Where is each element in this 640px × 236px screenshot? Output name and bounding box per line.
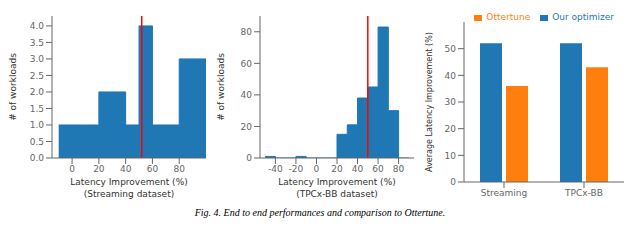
svg-text:0: 0 (246, 153, 252, 163)
svg-text:3.5: 3.5 (30, 38, 44, 48)
svg-text:60: 60 (147, 164, 159, 174)
svg-text:2.0: 2.0 (30, 87, 45, 97)
svg-text:60: 60 (241, 59, 253, 69)
svg-text:10: 10 (445, 151, 457, 161)
svg-text:0.5: 0.5 (30, 137, 44, 147)
svg-text:20: 20 (331, 164, 343, 174)
html-text:(Streaming dataset): (Streaming dataset) (83, 189, 175, 199)
svg-text:40: 40 (352, 164, 364, 174)
html-text:Our optimizer: Our optimizer (552, 12, 614, 22)
svg-text:60: 60 (372, 164, 384, 174)
svg-text:3.0: 3.0 (30, 54, 45, 64)
svg-text:0: 0 (314, 164, 320, 174)
svg-text:20: 20 (445, 124, 457, 134)
svg-text:-20: -20 (289, 164, 304, 174)
svg-text:# of workloads: # of workloads (8, 53, 18, 121)
svg-text:# of workloads: # of workloads (216, 53, 226, 121)
svg-text:Streaming: Streaming (481, 188, 527, 198)
html-text:Ottertune: Ottertune (486, 12, 531, 22)
svg-text:50: 50 (445, 44, 457, 54)
svg-text:20: 20 (93, 164, 105, 174)
svg-text:0.0: 0.0 (30, 153, 45, 163)
svg-text:80: 80 (241, 27, 253, 37)
html-text:Latency Improvement (%): Latency Improvement (%) (278, 177, 396, 187)
svg-text:0: 0 (69, 164, 75, 174)
html-text:Fig. 4. End to end performance: Fig. 4. End to end performances and comp… (194, 207, 446, 218)
html-text:(TPCx-BB dataset): (TPCx-BB dataset) (296, 189, 378, 199)
svg-text:Average Latency Improvement (%: Average Latency Improvement (%) (425, 32, 434, 172)
svg-text:40: 40 (120, 164, 132, 174)
svg-text:40: 40 (241, 90, 253, 100)
svg-text:1.5: 1.5 (30, 104, 44, 114)
svg-text:1.0: 1.0 (30, 120, 45, 130)
svg-text:4.0: 4.0 (30, 21, 45, 31)
svg-text:2.5: 2.5 (30, 71, 44, 81)
svg-text:80: 80 (393, 164, 405, 174)
svg-text:80: 80 (173, 164, 185, 174)
svg-text:30: 30 (445, 97, 457, 107)
html-text:Latency Improvement (%): Latency Improvement (%) (70, 177, 188, 187)
svg-text:0: 0 (450, 177, 456, 187)
svg-text:40: 40 (445, 71, 457, 81)
svg-text:-40: -40 (268, 164, 283, 174)
svg-text:20: 20 (241, 122, 253, 132)
svg-text:TPCx-BB: TPCx-BB (564, 188, 603, 198)
